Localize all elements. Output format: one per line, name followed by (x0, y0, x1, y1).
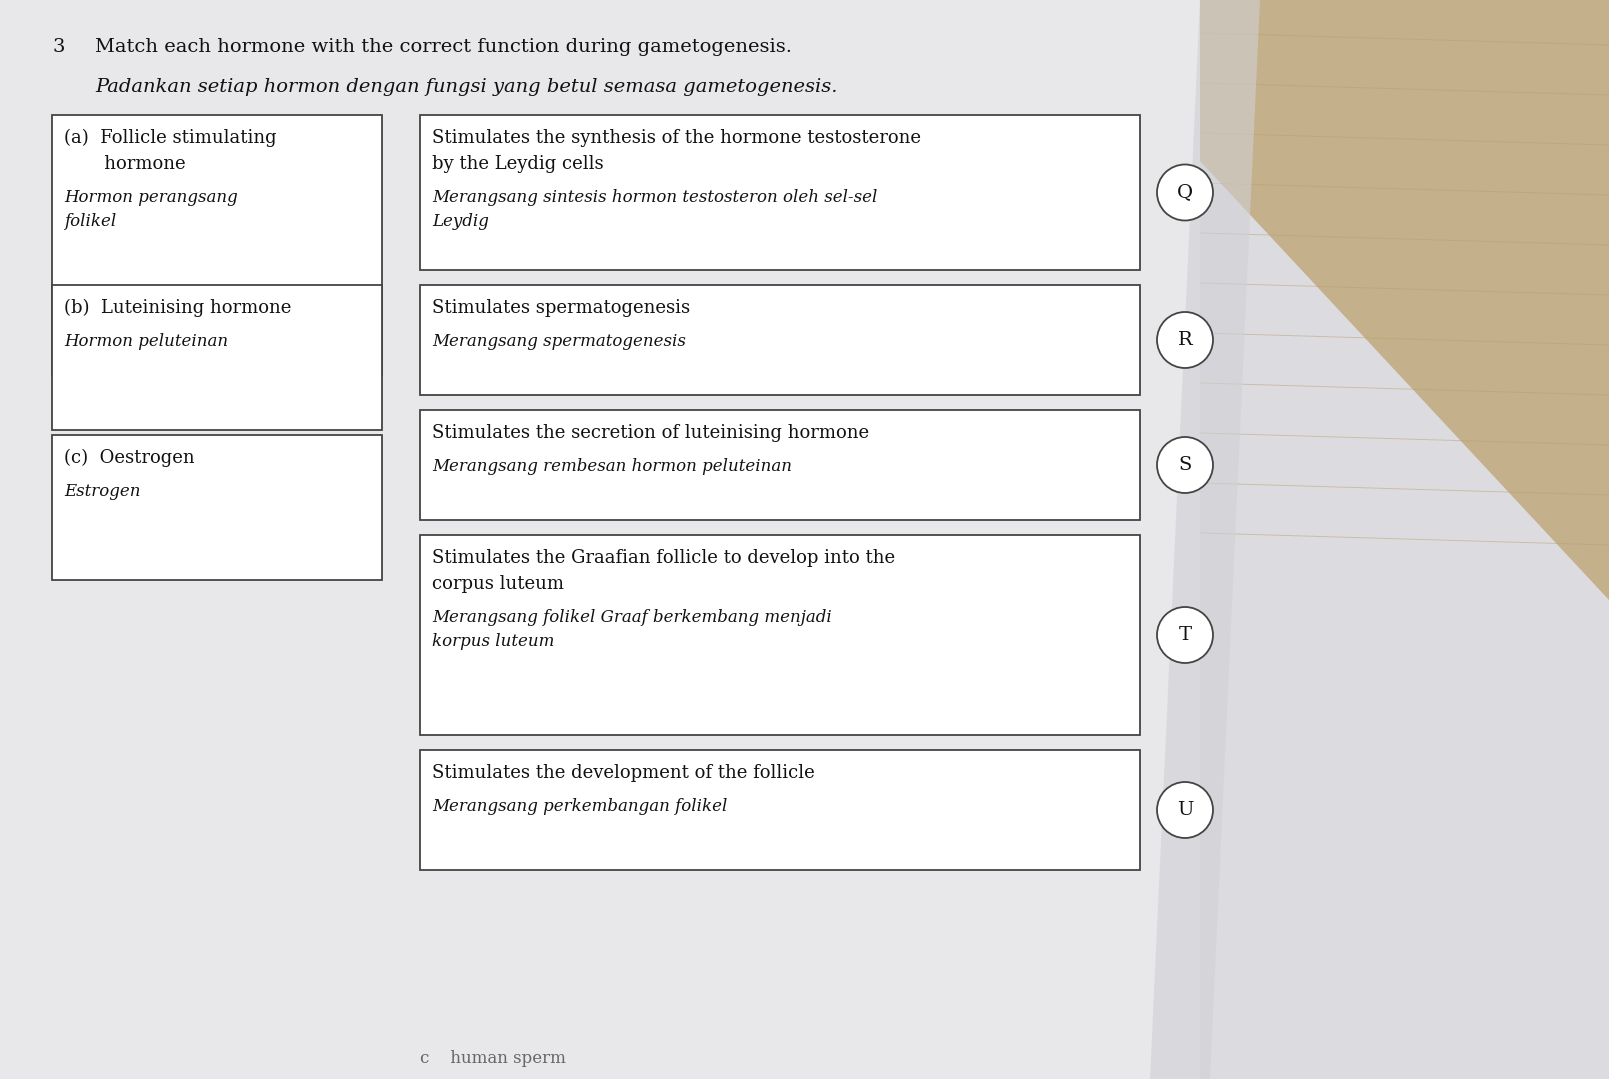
Text: Q: Q (1176, 183, 1192, 202)
Bar (420, 115, 1141, 270)
Text: Merangsang rembesan hormon peluteinan: Merangsang rembesan hormon peluteinan (431, 457, 792, 475)
Text: Stimulates the secretion of luteinising hormone: Stimulates the secretion of luteinising … (431, 424, 869, 442)
Text: Stimulates the development of the follicle: Stimulates the development of the follic… (431, 764, 814, 782)
Text: folikel: folikel (64, 213, 116, 230)
Bar (51, 285, 381, 431)
Circle shape (1157, 312, 1213, 368)
Text: Stimulates spermatogenesis: Stimulates spermatogenesis (431, 299, 690, 317)
Text: (b)  Luteinising hormone: (b) Luteinising hormone (64, 299, 291, 317)
Text: Merangsang perkembangan folikel: Merangsang perkembangan folikel (431, 798, 727, 815)
Polygon shape (0, 0, 1200, 1079)
Circle shape (1157, 437, 1213, 493)
Text: Stimulates the Graafian follicle to develop into the: Stimulates the Graafian follicle to deve… (431, 549, 895, 566)
Bar (420, 750, 1141, 870)
Circle shape (1157, 782, 1213, 838)
Text: Match each hormone with the correct function during gametogenesis.: Match each hormone with the correct func… (95, 38, 792, 56)
Circle shape (1157, 607, 1213, 663)
Text: Leydig: Leydig (431, 213, 489, 230)
Bar (420, 535, 1141, 735)
Text: (a)  Follicle stimulating: (a) Follicle stimulating (64, 129, 277, 147)
Text: korpus luteum: korpus luteum (431, 633, 555, 650)
Bar (420, 410, 1141, 520)
Circle shape (1157, 164, 1213, 220)
Text: hormone: hormone (64, 155, 185, 173)
Text: R: R (1178, 331, 1192, 349)
Bar (51, 115, 381, 375)
Text: Hormon peluteinan: Hormon peluteinan (64, 333, 228, 350)
Bar (51, 435, 381, 581)
Text: T: T (1178, 626, 1192, 644)
Text: S: S (1178, 456, 1192, 474)
Text: Estrogen: Estrogen (64, 483, 140, 500)
Bar (420, 285, 1141, 395)
Text: c    human sperm: c human sperm (420, 1050, 566, 1067)
Text: Hormon perangsang: Hormon perangsang (64, 189, 238, 206)
Text: Merangsang spermatogenesis: Merangsang spermatogenesis (431, 333, 685, 350)
Text: Merangsang folikel Graaf berkembang menjadi: Merangsang folikel Graaf berkembang menj… (431, 609, 832, 626)
Text: by the Leydig cells: by the Leydig cells (431, 155, 603, 173)
Text: Stimulates the synthesis of the hormone testosterone: Stimulates the synthesis of the hormone … (431, 129, 920, 147)
Text: U: U (1176, 801, 1194, 819)
Text: (c)  Oestrogen: (c) Oestrogen (64, 449, 195, 467)
Text: Merangsang sintesis hormon testosteron oleh sel-sel: Merangsang sintesis hormon testosteron o… (431, 189, 877, 206)
Text: 3: 3 (51, 38, 64, 56)
Polygon shape (1051, 0, 1609, 600)
Text: Padankan setiap hormon dengan fungsi yang betul semasa gametogenesis.: Padankan setiap hormon dengan fungsi yan… (95, 78, 838, 96)
Polygon shape (1150, 0, 1260, 1079)
Text: corpus luteum: corpus luteum (431, 575, 565, 593)
